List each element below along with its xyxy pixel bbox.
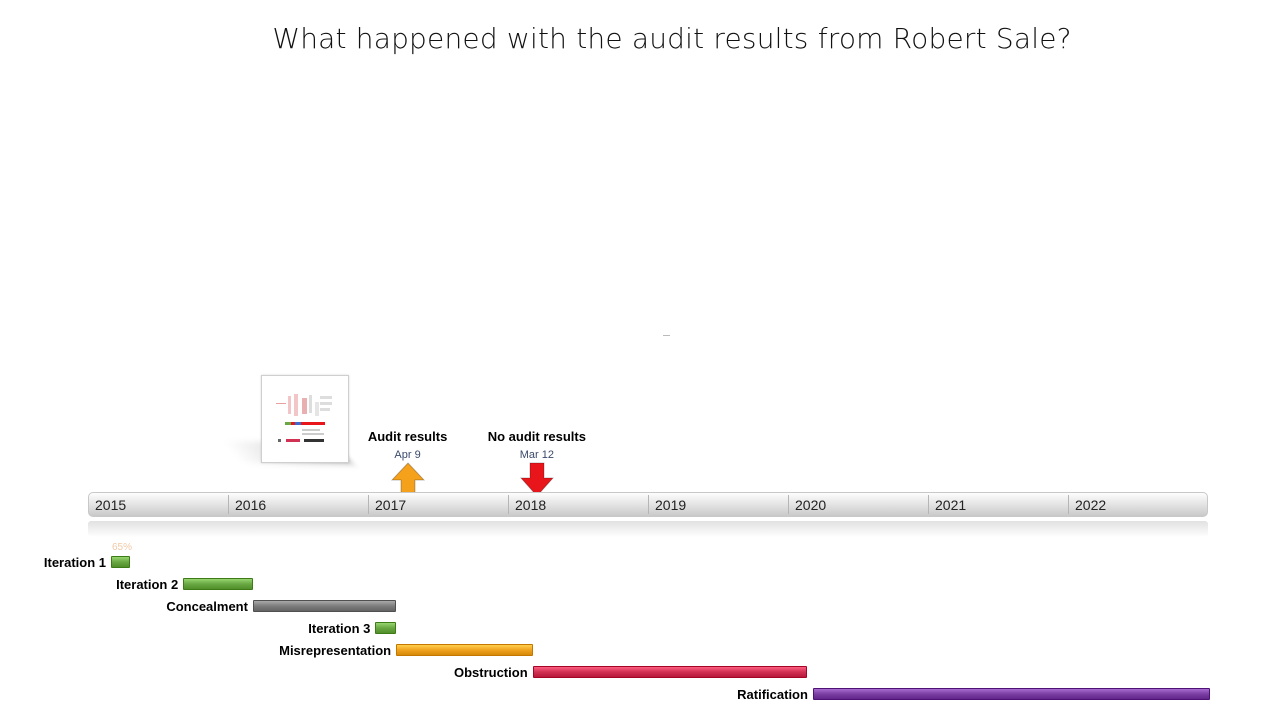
year-tick — [228, 495, 229, 514]
arrow-down-icon — [519, 462, 554, 497]
task-label: Iteration 3 — [308, 621, 371, 636]
task-percent: 65% — [112, 542, 133, 553]
year-label: 2019 — [655, 497, 687, 513]
year-tick — [928, 495, 929, 514]
year-tick — [788, 495, 789, 514]
task-label: Concealment — [166, 599, 248, 614]
milestone-date: Apr 9 — [394, 449, 421, 461]
task-label: Iteration 1 — [43, 555, 106, 570]
year-label: 2021 — [935, 497, 967, 513]
task-label: Iteration 2 — [116, 577, 179, 592]
task-label: Obstruction — [453, 665, 528, 680]
task-bar[interactable] — [375, 622, 397, 634]
year-tick — [368, 495, 369, 514]
year-tick — [1068, 495, 1069, 514]
milestone-title: Audit results — [367, 429, 448, 444]
task-bar[interactable] — [812, 688, 1210, 700]
task-label: Misrepresentation — [279, 643, 392, 658]
year-tick — [648, 495, 649, 514]
thumbnail-preview-icon — [276, 394, 332, 442]
task-bar[interactable] — [532, 666, 808, 678]
milestone-title: No audit results — [487, 429, 586, 444]
year-label: 2022 — [1075, 497, 1107, 513]
task-bar[interactable] — [183, 578, 253, 590]
task-bar[interactable] — [111, 556, 130, 568]
year-label: 2020 — [795, 497, 827, 513]
page-title: What happened with the audit results fro… — [272, 22, 1072, 55]
task-label: Ratification — [737, 687, 808, 702]
milestone-date: Mar 12 — [519, 449, 554, 461]
year-label: 2018 — [515, 497, 547, 513]
year-label: 2015 — [95, 497, 127, 513]
year-label: 2017 — [375, 497, 407, 513]
timeline-axis-reflection — [88, 521, 1208, 537]
task-bar[interactable] — [252, 600, 397, 612]
year-label: 2016 — [235, 497, 267, 513]
small-marker — [663, 335, 670, 336]
document-thumbnail[interactable] — [261, 375, 349, 463]
year-tick — [508, 495, 509, 514]
task-bar[interactable] — [396, 644, 533, 656]
